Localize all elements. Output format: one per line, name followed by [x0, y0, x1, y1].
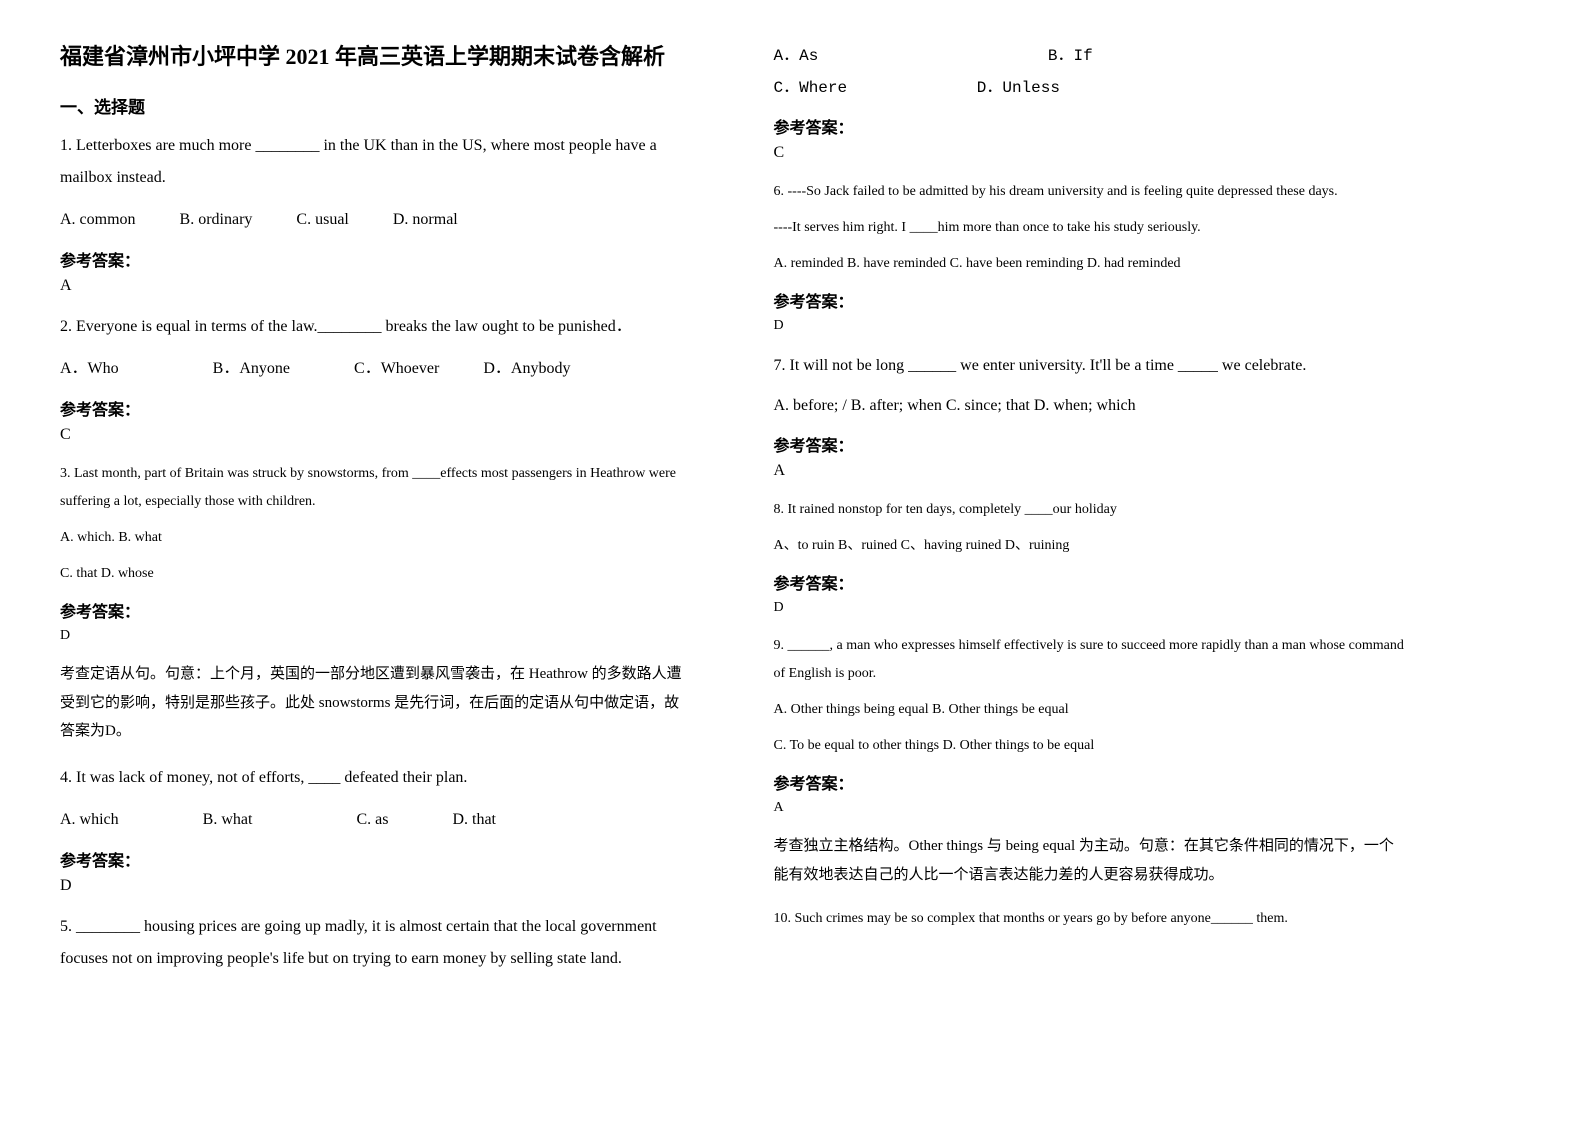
- q5-text: 5. ________ housing prices are going up …: [60, 911, 694, 975]
- q2-optD: D．Anybody: [483, 351, 570, 386]
- answer-label: 参考答案：: [60, 247, 694, 271]
- q5-optC: C．Where: [774, 72, 848, 104]
- answer-label: 参考答案：: [60, 598, 694, 622]
- q2-options: A．Who B．Anyone C．Whoever D．Anybody: [60, 351, 694, 386]
- q2-answer: C: [60, 426, 694, 444]
- q1-text: 1. Letterboxes are much more ________ in…: [60, 130, 694, 194]
- q4-optD: D. that: [452, 802, 496, 837]
- q9-opts2: C. To be equal to other things D. Other …: [774, 732, 1408, 760]
- q3-answer: D: [60, 628, 694, 644]
- q4-optA: A. which: [60, 802, 119, 837]
- q3-opts1: A. which. B. what: [60, 524, 694, 552]
- q9-answer: A: [774, 800, 1408, 816]
- q3-explain: 考查定语从句。句意：上个月，英国的一部分地区遭到暴风雪袭击，在 Heathrow…: [60, 660, 694, 746]
- q4-options: A. which B. what C. as D. that: [60, 802, 694, 837]
- q10-text: 10. Such crimes may be so complex that m…: [774, 905, 1408, 933]
- answer-label: 参考答案：: [60, 396, 694, 420]
- q6-text: 6. ----So Jack failed to be admitted by …: [774, 178, 1408, 206]
- q1-optC: C. usual: [296, 202, 348, 237]
- q5-optD: D．Unless: [977, 72, 1060, 104]
- answer-label: 参考答案：: [774, 570, 1408, 594]
- q3-text: 3. Last month, part of Britain was struc…: [60, 460, 694, 516]
- q6-text2: ----It serves him right. I ____him more …: [774, 214, 1408, 242]
- q2-optA: A．Who: [60, 351, 119, 386]
- q1-optB: B. ordinary: [180, 202, 253, 237]
- q2-optB: B．Anyone: [213, 351, 290, 386]
- q5-optB: B．If: [1048, 40, 1093, 72]
- q6-opts: A. reminded B. have reminded C. have bee…: [774, 250, 1408, 278]
- answer-label: 参考答案：: [774, 114, 1408, 138]
- answer-label: 参考答案：: [774, 432, 1408, 456]
- q2-optC: C．Whoever: [354, 351, 439, 386]
- q4-text: 4. It was lack of money, not of efforts,…: [60, 762, 694, 794]
- q7-text: 7. It will not be long ______ we enter u…: [774, 350, 1408, 382]
- q8-opts: A、to ruin B、ruined C、having ruined D、rui…: [774, 532, 1408, 560]
- q9-opts1: A. Other things being equal B. Other thi…: [774, 696, 1408, 724]
- q5-options: A．As B．If C．Where D．Unless: [774, 40, 1408, 104]
- q4-answer: D: [60, 877, 694, 895]
- q5-answer: C: [774, 144, 1408, 162]
- q6-answer: D: [774, 318, 1408, 334]
- q7-opts: A. before; / B. after; when C. since; th…: [774, 390, 1408, 422]
- document-title: 福建省漳州市小坪中学 2021 年高三英语上学期期末试卷含解析: [60, 40, 694, 73]
- q2-text: 2. Everyone is equal in terms of the law…: [60, 311, 694, 343]
- q5-optA: A．As: [774, 40, 819, 72]
- answer-label: 参考答案：: [774, 770, 1408, 794]
- section-header: 一、选择题: [60, 93, 694, 118]
- q4-optB: B. what: [203, 802, 253, 837]
- q9-explain: 考查独立主格结构。Other things 与 being equal 为主动。…: [774, 832, 1408, 889]
- q7-answer: A: [774, 462, 1408, 480]
- q3-opts2: C. that D. whose: [60, 560, 694, 588]
- q8-answer: D: [774, 600, 1408, 616]
- q8-text: 8. It rained nonstop for ten days, compl…: [774, 496, 1408, 524]
- q1-optA: A. common: [60, 202, 136, 237]
- answer-label: 参考答案：: [60, 847, 694, 871]
- q9-text: 9. ______, a man who expresses himself e…: [774, 632, 1408, 688]
- q1-optD: D. normal: [393, 202, 458, 237]
- q1-answer: A: [60, 277, 694, 295]
- q1-options: A. common B. ordinary C. usual D. normal: [60, 202, 694, 237]
- q4-optC: C. as: [356, 802, 388, 837]
- answer-label: 参考答案：: [774, 288, 1408, 312]
